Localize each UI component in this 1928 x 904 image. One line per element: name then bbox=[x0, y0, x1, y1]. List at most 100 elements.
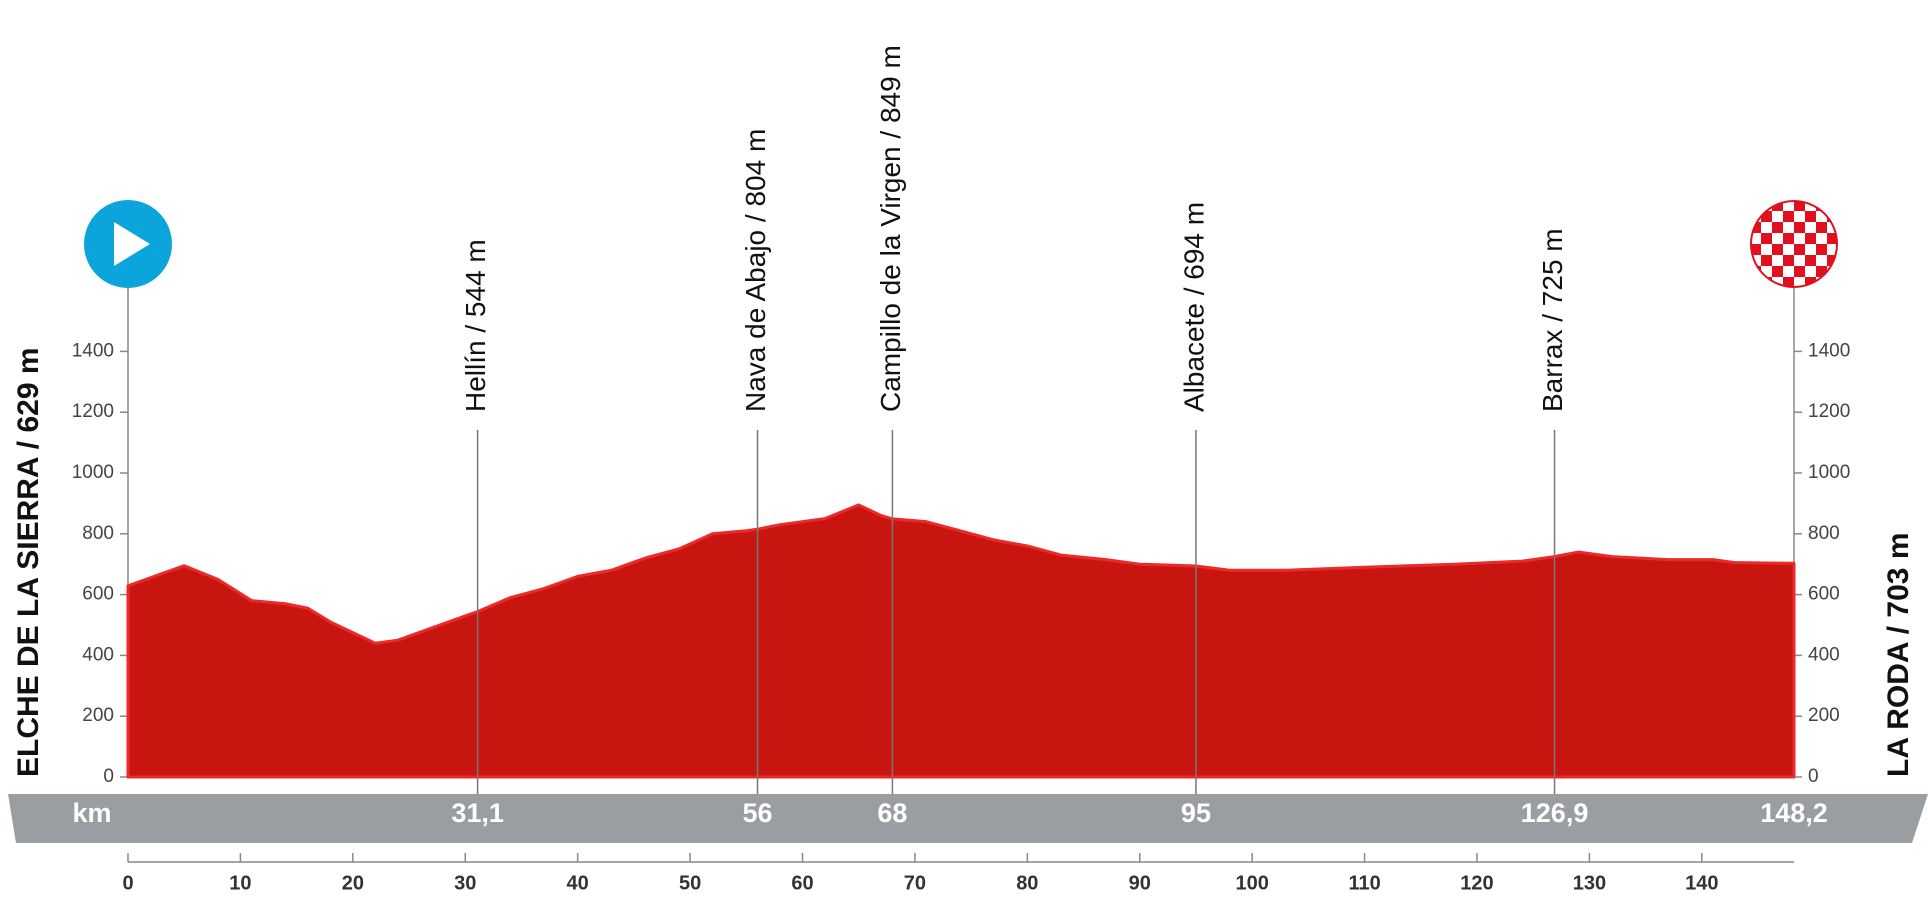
checker bbox=[1751, 211, 1761, 222]
checker bbox=[1816, 244, 1827, 255]
x-tick-label: 40 bbox=[567, 872, 589, 894]
x-tick-label: 20 bbox=[342, 872, 364, 894]
checker bbox=[1751, 201, 1761, 211]
checker bbox=[1772, 222, 1783, 233]
waypoint-km: 68 bbox=[877, 798, 907, 828]
x-tick-label: 90 bbox=[1129, 872, 1151, 894]
checker bbox=[1794, 201, 1805, 211]
waypoint-name: Nava de Abajo / 804 m bbox=[740, 129, 771, 412]
waypoint-km: 31,1 bbox=[451, 798, 504, 828]
checker bbox=[1761, 201, 1772, 211]
waypoint-name: Albacete / 694 m bbox=[1178, 202, 1209, 412]
waypoint-name: Hellín / 544 m bbox=[460, 239, 491, 412]
checker bbox=[1751, 222, 1761, 233]
checker bbox=[1827, 266, 1837, 277]
checker bbox=[1783, 277, 1794, 287]
checker bbox=[1761, 266, 1772, 277]
checker bbox=[1761, 277, 1772, 287]
y-tick-label: 1400 bbox=[1808, 340, 1850, 361]
y-tick-label: 0 bbox=[103, 766, 114, 787]
y-tick-label: 200 bbox=[82, 705, 114, 726]
checker bbox=[1816, 255, 1827, 266]
checker bbox=[1761, 211, 1772, 222]
x-tick-label: 70 bbox=[904, 872, 926, 894]
checker bbox=[1816, 266, 1827, 277]
x-tick-label: 50 bbox=[679, 872, 701, 894]
km-unit: km bbox=[72, 798, 111, 828]
elevation-area bbox=[126, 503, 1796, 779]
checker bbox=[1805, 233, 1816, 244]
checker bbox=[1816, 201, 1827, 211]
y-tick-label: 400 bbox=[82, 644, 114, 665]
y-tick-label: 800 bbox=[82, 523, 114, 544]
checker bbox=[1751, 255, 1761, 266]
checker bbox=[1827, 233, 1837, 244]
x-tick-label: 80 bbox=[1016, 872, 1038, 894]
checker bbox=[1805, 277, 1816, 287]
checker bbox=[1827, 211, 1837, 222]
y-tick-label: 400 bbox=[1808, 644, 1840, 665]
checker bbox=[1805, 211, 1816, 222]
y-tick-label: 1200 bbox=[72, 401, 114, 422]
checker bbox=[1772, 277, 1783, 287]
checker bbox=[1772, 201, 1783, 211]
checker bbox=[1805, 244, 1816, 255]
x-tick-label: 0 bbox=[122, 872, 133, 894]
checker bbox=[1751, 277, 1761, 287]
x-tick-label: 130 bbox=[1573, 872, 1606, 894]
x-tick-label: 100 bbox=[1235, 872, 1268, 894]
checker bbox=[1761, 222, 1772, 233]
checker bbox=[1751, 244, 1761, 255]
checker bbox=[1805, 201, 1816, 211]
checker bbox=[1761, 255, 1772, 266]
waypoint-name: Campillo de la Virgen / 849 m bbox=[875, 45, 906, 412]
checker bbox=[1794, 255, 1805, 266]
x-tick-label: 30 bbox=[454, 872, 476, 894]
y-tick-label: 1200 bbox=[1808, 401, 1850, 422]
checker bbox=[1816, 211, 1827, 222]
checker bbox=[1751, 233, 1761, 244]
checker bbox=[1827, 277, 1837, 287]
finish-ring bbox=[1750, 200, 1838, 288]
start-label: ELCHE DE LA SIERRA / 629 m bbox=[12, 347, 45, 777]
checker bbox=[1827, 201, 1837, 211]
checker bbox=[1783, 211, 1794, 222]
checker bbox=[1751, 266, 1761, 277]
checker bbox=[1783, 222, 1794, 233]
checker bbox=[1816, 233, 1827, 244]
x-tick-label: 140 bbox=[1685, 872, 1718, 894]
waypoint-km: 56 bbox=[743, 798, 773, 828]
checker bbox=[1805, 255, 1816, 266]
checker bbox=[1794, 211, 1805, 222]
waypoint-km: 95 bbox=[1181, 798, 1211, 828]
y-tick-label: 1000 bbox=[72, 462, 114, 483]
checker bbox=[1761, 244, 1772, 255]
y-tick-label: 200 bbox=[1808, 705, 1840, 726]
checker bbox=[1816, 222, 1827, 233]
checker bbox=[1783, 266, 1794, 277]
checker bbox=[1772, 211, 1783, 222]
y-tick-label: 600 bbox=[1808, 584, 1840, 605]
km-band bbox=[8, 794, 1928, 843]
checker bbox=[1772, 244, 1783, 255]
waypoint-name: Barrax / 725 m bbox=[1537, 228, 1568, 412]
finish-label: LA RODA / 703 m bbox=[1882, 533, 1915, 778]
checker bbox=[1827, 244, 1837, 255]
x-tick-label: 60 bbox=[791, 872, 813, 894]
y-tick-label: 600 bbox=[82, 584, 114, 605]
waypoint-km: 126,9 bbox=[1521, 798, 1589, 828]
checker bbox=[1772, 233, 1783, 244]
y-tick-label: 0 bbox=[1808, 766, 1819, 787]
checker bbox=[1827, 222, 1837, 233]
y-tick-label: 1400 bbox=[72, 340, 114, 361]
checker bbox=[1783, 244, 1794, 255]
checker bbox=[1816, 277, 1827, 287]
checker bbox=[1772, 266, 1783, 277]
checker bbox=[1794, 222, 1805, 233]
start-arrow bbox=[114, 222, 150, 266]
checker bbox=[1827, 255, 1837, 266]
x-tick-label: 120 bbox=[1460, 872, 1493, 894]
checker bbox=[1783, 201, 1794, 211]
checker bbox=[1794, 244, 1805, 255]
